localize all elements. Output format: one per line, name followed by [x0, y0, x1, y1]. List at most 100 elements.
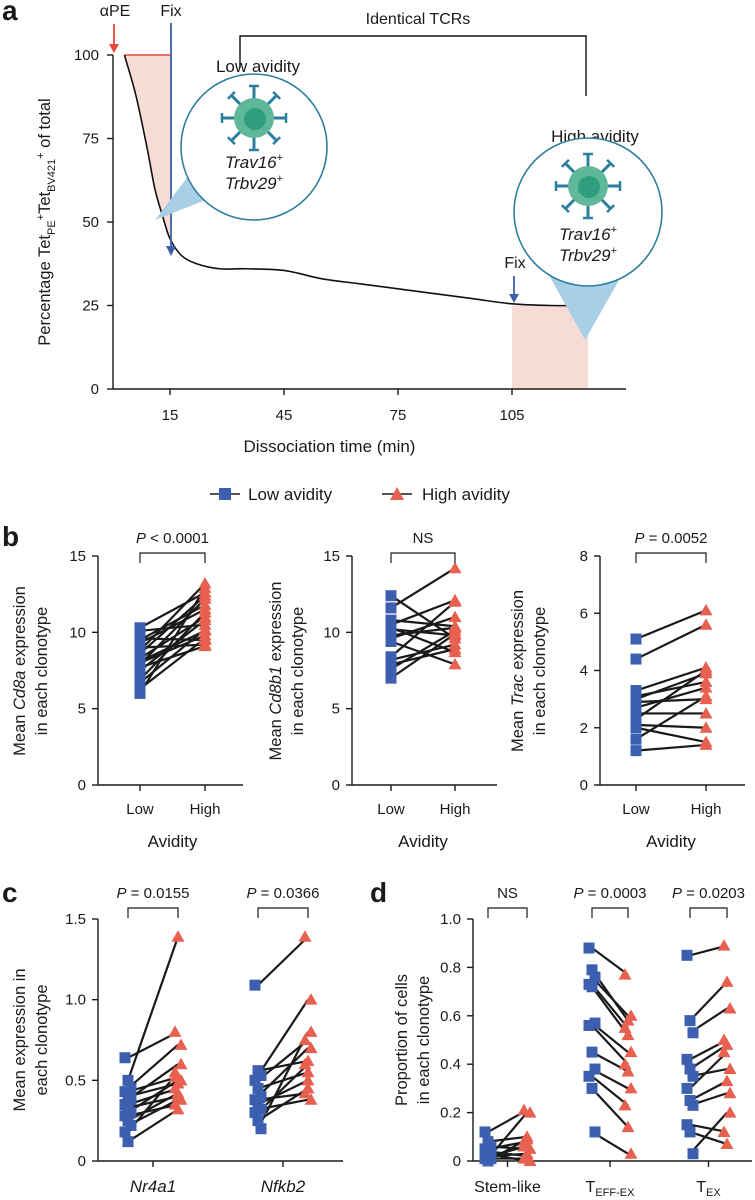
low-point [684, 1015, 696, 1027]
high-receptor [564, 198, 576, 210]
p-bracket [390, 552, 456, 563]
low-point [630, 702, 642, 714]
y-axis-label: Mean Cd8a expression [11, 586, 29, 756]
pair-line [689, 1043, 728, 1070]
low-point [583, 1019, 595, 1031]
high-point [171, 1102, 185, 1115]
low-cell-nucleus [244, 108, 266, 130]
identical-tcrs-bracket [239, 35, 587, 96]
high-gene-2: Trbv29+ [559, 245, 617, 265]
panel-letter-c: c [2, 877, 18, 908]
pair-line [689, 1111, 728, 1155]
x-tick-label: TEX [696, 1179, 721, 1199]
low-point [482, 1155, 494, 1167]
low-point [385, 635, 397, 647]
y-axis-label: Mean expression in [11, 968, 29, 1111]
p-value-label: P = 0.0052 [635, 530, 708, 547]
pair-line [390, 643, 456, 661]
p-bracket [635, 552, 707, 563]
low-point [687, 1099, 699, 1111]
pair-line [591, 947, 629, 976]
low-point [681, 949, 693, 961]
high-point [624, 1147, 638, 1159]
identical-tcrs-label: Identical TCRs [366, 11, 471, 28]
low-point [681, 1119, 693, 1131]
y-tick-label: 25 [82, 298, 99, 315]
low-gene-2: Trbv29+ [225, 173, 283, 193]
pair-line [127, 1044, 179, 1090]
panel-letter-b: b [2, 521, 19, 552]
pair-line [635, 723, 707, 729]
low-point [687, 1027, 699, 1039]
high-point [523, 1106, 537, 1118]
low-receptor-head [272, 136, 282, 146]
p-value-label: P = 0.0203 [672, 885, 745, 902]
high-receptor-head [560, 204, 570, 214]
pair-line [635, 743, 707, 752]
high-point [624, 1009, 638, 1021]
panel-b-cd8a: 0 5 10 15 Low High Avidity P < 0.0001 Mean Cd8a … [11, 530, 243, 851]
pair-line [126, 936, 180, 1081]
fix-arrow-2-head [509, 294, 519, 303]
pair-line [390, 599, 456, 626]
y-tick-label: 0.6 [440, 1008, 461, 1025]
y-tick-label: 1.5 [65, 911, 86, 928]
y-tick-label: 6 [580, 605, 588, 622]
pair-line [139, 637, 206, 690]
fix-label-2: Fix [504, 255, 525, 272]
p-value-label: P = 0.0003 [574, 885, 647, 902]
high-point [723, 1062, 737, 1075]
low-point [385, 623, 397, 635]
high-point [699, 664, 713, 676]
pair-line [139, 582, 206, 652]
pair-line [127, 1108, 179, 1143]
y-tick-label: 0 [91, 381, 99, 398]
pair-line [591, 1087, 629, 1128]
high-point [174, 1093, 188, 1105]
low-point [589, 1126, 601, 1138]
x-tick-label: Nfkb2 [261, 1177, 306, 1196]
high-point [171, 930, 185, 942]
pair-line [257, 1047, 309, 1098]
pair-line [689, 1123, 728, 1134]
high-receptor-head [606, 204, 616, 214]
pair-line [257, 1059, 309, 1072]
low-avidity-label: Low avidity [216, 57, 301, 76]
pair-line [689, 1080, 728, 1102]
high-point [174, 1038, 188, 1050]
pair-line [635, 726, 707, 744]
pair-line [635, 695, 707, 741]
panel-b-cd8b1: 0 5 10 15 Low High Avidity NS Mean Cd8b1 express… [267, 530, 497, 851]
dissociation-curve [123, 54, 589, 307]
x-tick-label: 45 [276, 407, 293, 424]
pair-line [139, 597, 206, 666]
low-point [684, 1063, 696, 1075]
pair-line [591, 1075, 629, 1107]
high-point [304, 993, 318, 1005]
pair-line [390, 567, 456, 609]
high-point [304, 1025, 318, 1037]
y-axis-label-line2: in each clonotype [289, 607, 307, 735]
y-tick-label: 0.8 [440, 959, 461, 976]
pair-line [139, 623, 206, 632]
low-receptor [230, 130, 242, 142]
p-bracket [689, 907, 728, 918]
high-receptor-head [606, 158, 616, 168]
high-point [198, 613, 212, 626]
low-point [252, 1115, 264, 1127]
y-axis-label-line2: in each clonotype [415, 976, 433, 1104]
high-point [699, 681, 713, 693]
pair-line [390, 600, 456, 658]
pair-line [139, 634, 206, 664]
low-receptor [266, 94, 278, 106]
y-tick-label: 100 [74, 47, 99, 64]
low-receptor [266, 130, 278, 142]
x-tick-label: TEFF-EX [586, 1179, 636, 1199]
low-point [125, 1120, 137, 1132]
high-point [621, 1028, 635, 1041]
pair-line [257, 1087, 309, 1122]
y-tick-label: 15 [69, 548, 86, 565]
p-value-label: P < 0.0001 [136, 530, 209, 547]
x-axis-label: Dissociation time (min) [244, 437, 416, 456]
